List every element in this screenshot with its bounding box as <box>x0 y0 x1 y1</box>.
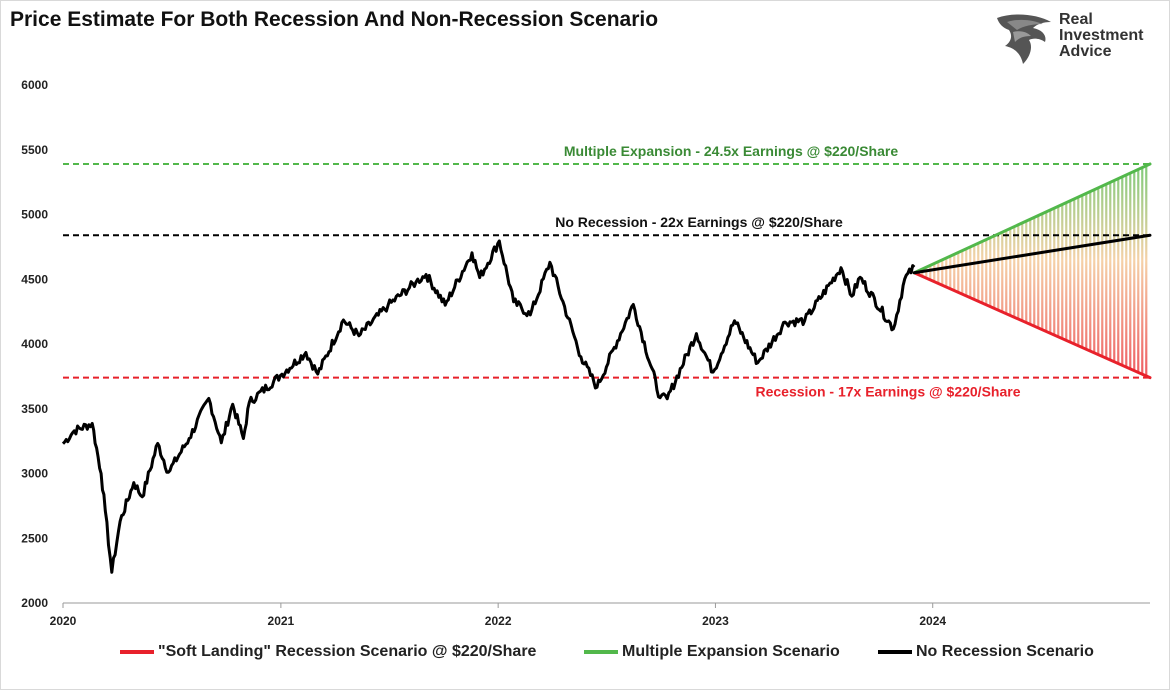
y-tick-label: 4500 <box>21 272 48 286</box>
chart-legend: "Soft Landing" Recession Scenario @ $220… <box>0 638 1172 666</box>
expansion-scenario-line <box>912 162 1152 275</box>
scenario-lines <box>912 162 1152 380</box>
y-axis: 2000 2500 3000 3500 4000 4500 5000 5500 6000 <box>21 78 48 610</box>
brand-logo: Real Investment Advice <box>993 12 1163 68</box>
reference-line-label: No Recession - 22x Earnings @ $220/Share <box>555 214 843 230</box>
legend-item-recession: "Soft Landing" Recession Scenario @ $220… <box>120 638 536 666</box>
x-tick-label: 2021 <box>268 614 295 628</box>
logo-line-2: Investment <box>1059 27 1144 44</box>
price-series <box>61 239 916 574</box>
legend-label-expansion: Multiple Expansion Scenario <box>622 643 840 660</box>
eagle-head-icon <box>997 14 1051 64</box>
y-tick-label: 5000 <box>21 208 48 222</box>
annotations: Multiple Expansion - 24.5x Earnings @ $2… <box>555 143 1020 400</box>
legend-label-no-recession: No Recession Scenario <box>916 643 1094 660</box>
y-tick-label: 4000 <box>21 337 48 351</box>
reference-line-label: Recession - 17x Earnings @ $220/Share <box>755 384 1020 400</box>
legend-swatch-recession <box>120 650 154 654</box>
x-tick-label: 2023 <box>702 614 729 628</box>
y-tick-label: 3000 <box>21 467 48 481</box>
price-line <box>61 239 916 574</box>
reference-lines <box>63 162 1150 379</box>
brand-logo-text: Real Investment Advice <box>1059 12 1143 60</box>
y-tick-label: 3500 <box>21 402 48 416</box>
y-tick-label: 2000 <box>21 596 48 610</box>
y-tick-label: 6000 <box>21 78 48 92</box>
chart-title: Price Estimate For Both Recession And No… <box>10 8 659 31</box>
x-tick-label: 2024 <box>919 614 946 628</box>
legend-item-no-recession: No Recession Scenario <box>878 638 1094 666</box>
legend-swatch-expansion <box>584 650 618 654</box>
x-axis: 2020 2021 2022 2023 2024 <box>50 602 1150 628</box>
legend-swatch-no-recession <box>878 650 912 654</box>
reference-line-label: Multiple Expansion - 24.5x Earnings @ $2… <box>564 143 898 159</box>
recession-scenario-line <box>912 271 1152 380</box>
x-tick-label: 2020 <box>50 614 77 628</box>
y-tick-label: 5500 <box>21 143 48 157</box>
legend-label-recession: "Soft Landing" Recession Scenario @ $220… <box>158 643 537 660</box>
logo-line-3: Advice <box>1059 43 1112 60</box>
y-tick-label: 2500 <box>21 531 48 545</box>
x-tick-label: 2022 <box>485 614 512 628</box>
scenario-fan <box>917 165 1148 377</box>
legend-item-expansion: Multiple Expansion Scenario <box>584 638 840 666</box>
logo-line-1: Real <box>1059 11 1093 28</box>
no-recession-scenario-line <box>912 233 1152 275</box>
